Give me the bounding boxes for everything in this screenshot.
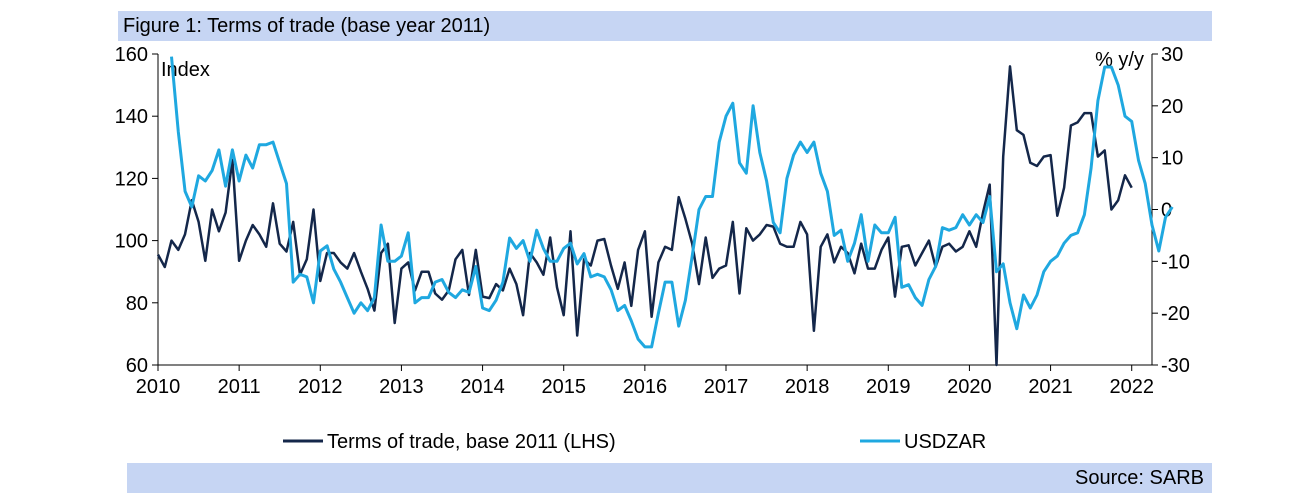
x-tick-label: 2018 bbox=[785, 376, 830, 398]
usdzar-series-line bbox=[170, 56, 1174, 349]
chart-title: Figure 1: Terms of trade (base year 2011… bbox=[123, 15, 491, 37]
left-tick-label: 140 bbox=[115, 106, 148, 128]
right-tick-label: 30 bbox=[1161, 44, 1183, 66]
right-tick-label: -20 bbox=[1161, 303, 1190, 325]
x-tick-label: 2011 bbox=[218, 376, 261, 398]
left-tick-label: 100 bbox=[115, 231, 148, 253]
right-axis-label: % y/y bbox=[1095, 49, 1144, 71]
x-tick-label: 2010 bbox=[136, 376, 181, 398]
right-tick-label: 0 bbox=[1161, 200, 1172, 222]
source-label: Source: SARB bbox=[1075, 467, 1204, 489]
right-tick-label: 10 bbox=[1161, 148, 1183, 170]
x-tick-label: 2019 bbox=[866, 376, 911, 398]
left-tick-label: 120 bbox=[115, 168, 148, 190]
x-tick-label: 2014 bbox=[460, 376, 505, 398]
x-tick-label: 2020 bbox=[947, 376, 992, 398]
legend-label-usdzar: USDZAR bbox=[904, 431, 986, 453]
left-tick-label: 80 bbox=[126, 293, 148, 315]
left-tick-label: 160 bbox=[115, 44, 148, 66]
x-tick-label: 2016 bbox=[623, 376, 668, 398]
x-tick-label: 2015 bbox=[541, 376, 586, 398]
terms-of-trade-series-line bbox=[156, 65, 1133, 367]
source-banner: Source: SARB bbox=[127, 463, 1212, 493]
x-tick-label: 2022 bbox=[1109, 376, 1154, 398]
left-axis-label: Index bbox=[161, 59, 210, 81]
right-tick-label: -30 bbox=[1161, 355, 1190, 377]
x-tick-label: 2013 bbox=[379, 376, 424, 398]
right-tick-label: 20 bbox=[1161, 96, 1183, 118]
x-tick-label: 2021 bbox=[1028, 376, 1073, 398]
right-tick-label: -10 bbox=[1161, 251, 1190, 273]
title-banner: Figure 1: Terms of trade (base year 2011… bbox=[118, 11, 1212, 41]
legend-label-terms-of-trade: Terms of trade, base 2011 (LHS) bbox=[327, 431, 616, 453]
x-tick-label: 2012 bbox=[298, 376, 343, 398]
x-tick-label: 2017 bbox=[704, 376, 749, 398]
left-tick-label: 60 bbox=[126, 355, 148, 377]
